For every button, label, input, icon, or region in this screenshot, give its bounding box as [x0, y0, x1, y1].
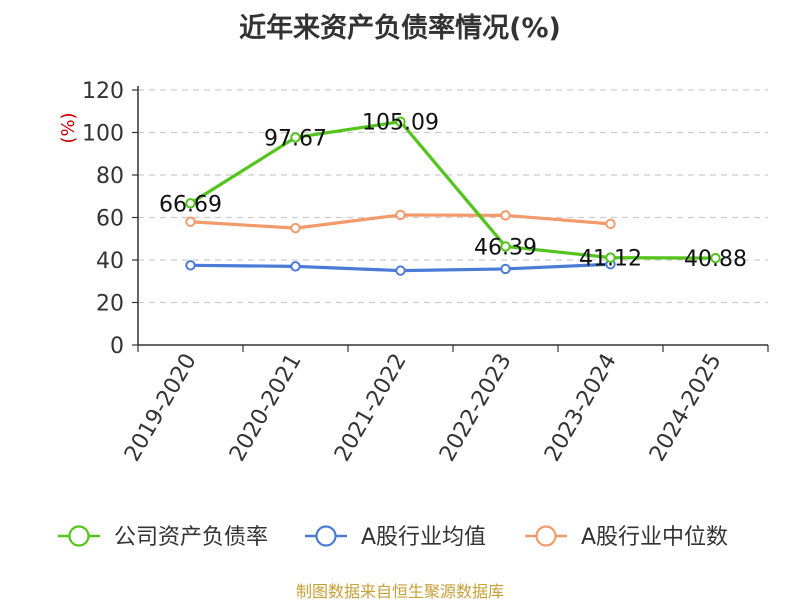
data-point: [500, 241, 511, 252]
data-label: 41.12: [579, 247, 642, 272]
data-point: [710, 252, 721, 264]
data-point: [500, 210, 511, 221]
y-tick-label: 80: [96, 164, 124, 189]
series-lines: [185, 116, 721, 276]
x-tick-label: 2022-2023: [435, 350, 517, 466]
legend-item-label: A股行业均值: [361, 525, 486, 550]
y-tick-label: 100: [82, 122, 124, 147]
x-tick-label: 2019-2020: [120, 350, 202, 466]
legend-marker: [315, 525, 337, 547]
x-tick-label: 2023-2024: [540, 350, 622, 466]
data-label: 105.09: [362, 111, 439, 136]
legend-marker: [68, 525, 90, 547]
legend-item-label: A股行业中位数: [581, 525, 728, 550]
data-point: [290, 132, 301, 143]
x-tick-label: 2024-2025: [645, 350, 727, 466]
data-point: [290, 261, 301, 272]
data-point: [395, 209, 406, 221]
y-tick-label: 40: [96, 249, 124, 274]
data-point: [395, 265, 406, 276]
data-point: [185, 216, 196, 227]
y-axis-label: (%): [58, 112, 79, 143]
data-label: 40.88: [684, 247, 747, 272]
legend: 公司资产负债率 A股行业均值 A股行业中位数: [58, 525, 728, 550]
data-point: [185, 198, 196, 209]
y-tick-label: 0: [110, 334, 124, 359]
data-label: 66.69: [159, 192, 222, 217]
data-label: 97.67: [264, 126, 327, 151]
x-tick-label: 2020-2021: [225, 350, 307, 466]
data-point: [290, 222, 301, 234]
source-note: 制图数据来自恒生聚源数据库: [295, 582, 504, 601]
data-label: 46.39: [474, 235, 537, 260]
grid-lines: [138, 89, 768, 304]
x-tick-label: 2021-2022: [330, 350, 412, 466]
data-point: [605, 218, 616, 230]
data-point: [185, 260, 196, 271]
data-point: [395, 116, 406, 127]
data-point: [500, 263, 511, 275]
chart-title: 近年来资产负债率情况(%): [239, 13, 561, 44]
data-point: [605, 252, 616, 263]
data-labels: 66.69 97.67 105.09 46.39 41.12 40.88: [159, 111, 747, 272]
y-tick-label: 20: [96, 292, 124, 317]
y-tick-label: 60: [96, 207, 124, 232]
legend-marker: [535, 525, 557, 547]
axes: 0 20 40 60 80 100 120 2019-2020 2020-2021 2021-20…: [82, 79, 769, 466]
legend-item-label: 公司资产负债率: [114, 525, 268, 550]
y-tick-label: 120: [82, 79, 124, 104]
series-line: [189, 120, 716, 260]
